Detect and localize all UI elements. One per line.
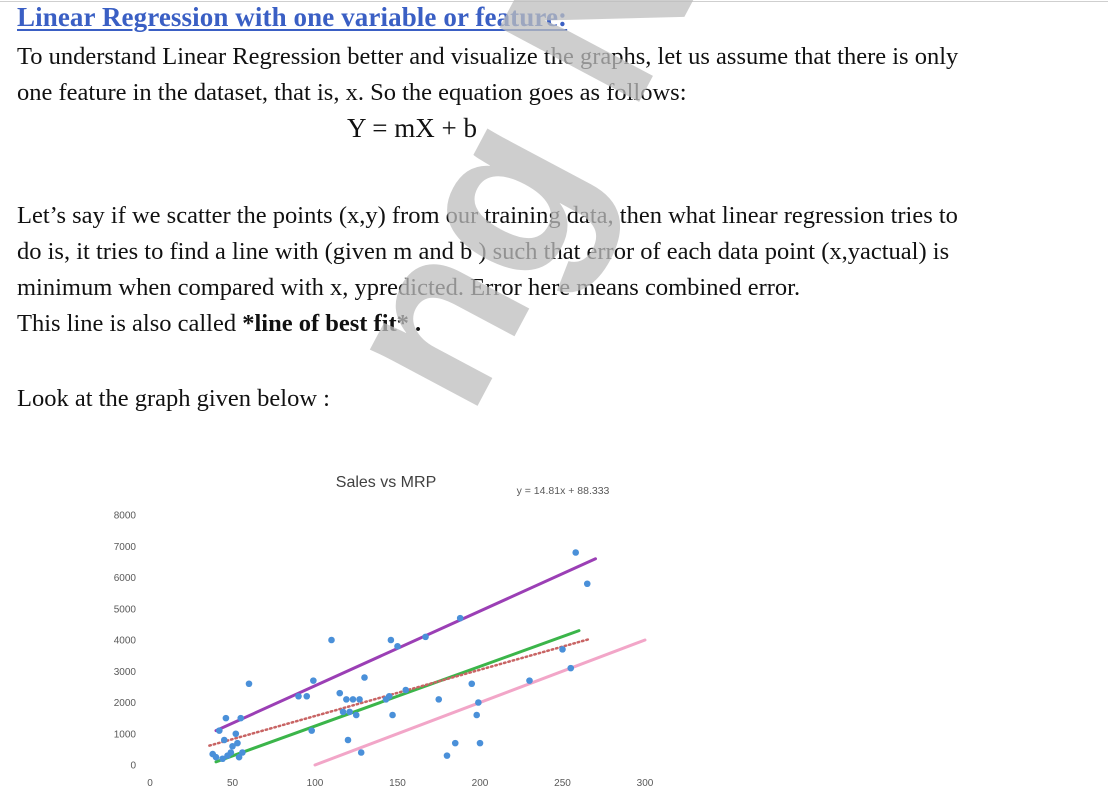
trendline-equation: y = 14.81x + 88.333 bbox=[517, 485, 610, 497]
x-tick-label: 250 bbox=[554, 778, 571, 789]
data-point bbox=[402, 686, 410, 694]
data-point bbox=[229, 742, 236, 750]
y-tick-label: 7000 bbox=[114, 542, 137, 553]
data-point bbox=[443, 752, 451, 759]
data-point bbox=[361, 674, 368, 681]
x-tick-label: 200 bbox=[472, 778, 489, 789]
x-tick-label: 50 bbox=[227, 778, 239, 789]
data-point bbox=[235, 753, 243, 761]
data-point bbox=[245, 680, 253, 688]
data-point bbox=[303, 692, 311, 700]
y-tick-label: 3000 bbox=[114, 667, 137, 678]
body-line-1: Let’s say if we scatter the points (x,y)… bbox=[17, 202, 958, 229]
sales-vs-mrp-chart: Sales vs MRP y = 14.81x + 88.333 0 1000 20… bbox=[96, 460, 656, 799]
x-tick-label: 100 bbox=[307, 778, 324, 789]
data-point bbox=[219, 755, 226, 763]
trend-line bbox=[214, 557, 597, 733]
y-tick-label: 4000 bbox=[114, 636, 137, 647]
data-point bbox=[339, 708, 347, 716]
data-point bbox=[357, 749, 365, 756]
data-point bbox=[344, 736, 352, 744]
data-point bbox=[237, 714, 245, 722]
data-point bbox=[456, 614, 464, 622]
y-tick-label: 6000 bbox=[114, 573, 137, 584]
data-point bbox=[385, 692, 393, 700]
intro-line-2: one feature in the dataset, that is, x. … bbox=[17, 79, 687, 106]
top-divider bbox=[0, 1, 1108, 2]
body-line-4-text: This line is also called bbox=[17, 310, 243, 337]
data-point bbox=[346, 708, 353, 716]
data-point bbox=[234, 739, 241, 747]
data-point bbox=[526, 677, 533, 684]
data-point bbox=[422, 633, 429, 641]
data-point bbox=[394, 642, 401, 650]
data-point bbox=[572, 549, 579, 556]
data-point bbox=[310, 677, 317, 684]
data-point bbox=[473, 711, 481, 719]
data-point bbox=[583, 580, 591, 588]
y-tick-label: 0 bbox=[130, 761, 136, 772]
x-tick-label: 300 bbox=[637, 778, 654, 789]
intro-line-1: To understand Linear Regression better a… bbox=[17, 43, 959, 70]
section-heading: Linear Regression with one variable or f… bbox=[17, 2, 568, 32]
look-paragraph: Look at the graph given below : bbox=[17, 385, 330, 412]
data-point bbox=[308, 727, 315, 734]
data-point bbox=[352, 711, 360, 719]
body-line-2: do is, it tries to find a line with (giv… bbox=[17, 238, 950, 265]
equation: Y = mX + b bbox=[347, 113, 477, 143]
data-point bbox=[476, 739, 484, 747]
data-point bbox=[356, 696, 363, 703]
data-point bbox=[212, 753, 220, 761]
data-point bbox=[468, 680, 476, 688]
x-tick-label: 150 bbox=[389, 778, 406, 789]
data-point bbox=[475, 699, 482, 706]
y-tick-label: 5000 bbox=[114, 604, 137, 615]
chart-title: Sales vs MRP bbox=[336, 474, 436, 491]
x-tick-label: 0 bbox=[147, 778, 153, 789]
data-point bbox=[336, 689, 344, 697]
body-line-4: This line is also called *line of best f… bbox=[17, 306, 958, 342]
y-tick-label: 2000 bbox=[114, 698, 137, 709]
data-point bbox=[328, 636, 335, 644]
best-fit-term: *line of best fit* . bbox=[242, 310, 422, 337]
data-point bbox=[222, 714, 230, 722]
data-point bbox=[435, 696, 443, 703]
y-tick-label: 8000 bbox=[114, 511, 137, 522]
body-paragraph: Let’s say if we scatter the points (x,y)… bbox=[17, 198, 958, 342]
data-point bbox=[567, 664, 575, 672]
data-point bbox=[227, 749, 235, 756]
chart-svg: Sales vs MRP y = 14.81x + 88.333 0100020… bbox=[114, 474, 654, 789]
data-point bbox=[451, 739, 459, 747]
data-point bbox=[387, 636, 395, 644]
x-axis-ticks: 0 50 100 150 200 250 300 bbox=[147, 778, 654, 789]
y-tick-label: 1000 bbox=[114, 729, 137, 740]
data-point bbox=[239, 749, 246, 756]
y-axis-ticks: 0 1000 2000 3000 4000 5000 6000 7000 8000 bbox=[114, 511, 137, 772]
data-point bbox=[220, 736, 228, 744]
trend-line bbox=[208, 637, 592, 747]
data-point bbox=[389, 711, 396, 719]
trend-lines bbox=[208, 557, 647, 767]
body-line-3: minimum when compared with x, ypredicted… bbox=[17, 274, 801, 301]
intro-paragraph: To understand Linear Regression better a… bbox=[17, 39, 958, 111]
data-point bbox=[349, 696, 357, 703]
data-point bbox=[216, 727, 223, 734]
data-point bbox=[232, 730, 240, 738]
data-point bbox=[343, 696, 350, 703]
data-point bbox=[559, 646, 566, 653]
trend-line bbox=[214, 629, 581, 764]
data-points bbox=[209, 549, 591, 763]
data-point bbox=[295, 692, 302, 700]
